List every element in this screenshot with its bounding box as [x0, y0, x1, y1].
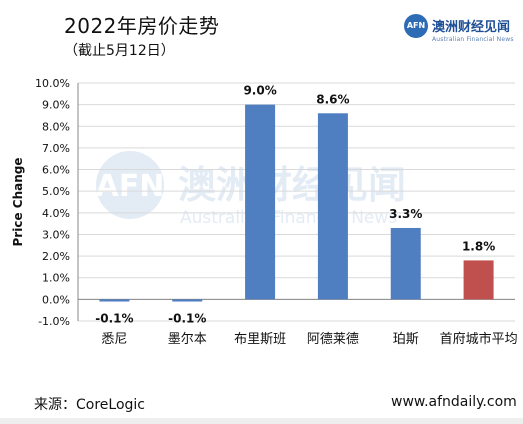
bar [245, 104, 276, 300]
y-tick-label: 2.0% [42, 250, 70, 263]
logo-name-cn: 澳洲财经见闻 [432, 20, 511, 35]
y-tick-label: 7.0% [42, 142, 70, 155]
source-note: 来源：CoreLogic [34, 397, 145, 413]
y-tick-label: 9.0% [42, 99, 70, 112]
chart-subtitle: （截止5月12日） [64, 43, 175, 59]
data-label: 8.6% [316, 92, 349, 106]
bar [317, 113, 348, 300]
x-tick-label: 布里斯班 [234, 332, 286, 347]
afn-logo: AFN 澳洲财经见闻 Australian Financial News [404, 14, 519, 50]
x-tick-label: 阿德莱德 [307, 332, 359, 347]
y-axis-label: Price Change [11, 158, 25, 247]
y-tick-label: 0.0% [42, 293, 70, 306]
watermark-cn: 澳洲财经见闻 [178, 163, 406, 207]
data-label: 9.0% [243, 84, 276, 98]
logo-name-en: Australian Financial News [432, 36, 514, 43]
bar [172, 299, 203, 302]
x-tick-label: 墨尔本 [168, 332, 207, 347]
y-tick-label: 5.0% [42, 185, 70, 198]
x-tick-label: 悉尼 [101, 332, 127, 347]
y-tick-label: 1.0% [42, 272, 70, 285]
bar [99, 299, 130, 302]
data-label: -0.1% [95, 311, 133, 325]
bar [463, 260, 494, 300]
watermark-en: Australian Financial News [180, 208, 397, 228]
x-tick-label: 首府城市平均 [440, 331, 518, 347]
y-tick-label: 4.0% [42, 207, 70, 220]
website-url: www.afndaily.com [391, 394, 517, 410]
y-tick-label: 3.0% [42, 228, 70, 241]
x-tick-label: 珀斯 [393, 332, 419, 347]
chart-title: 2022年房价走势 [64, 14, 220, 38]
afn-logo-icon: AFN [404, 14, 428, 38]
watermark-mark: AFN [96, 169, 165, 204]
data-label: 3.3% [389, 207, 422, 221]
bar [390, 227, 421, 300]
y-tick-label: 6.0% [42, 164, 70, 177]
y-tick-label: 8.0% [42, 120, 70, 133]
y-tick-label: 10.0% [35, 77, 70, 90]
bottom-divider [0, 418, 523, 424]
y-tick-label: -1.0% [38, 315, 70, 328]
data-label: -0.1% [168, 311, 206, 325]
data-label: 1.8% [462, 239, 495, 253]
watermark-circle [96, 151, 164, 219]
